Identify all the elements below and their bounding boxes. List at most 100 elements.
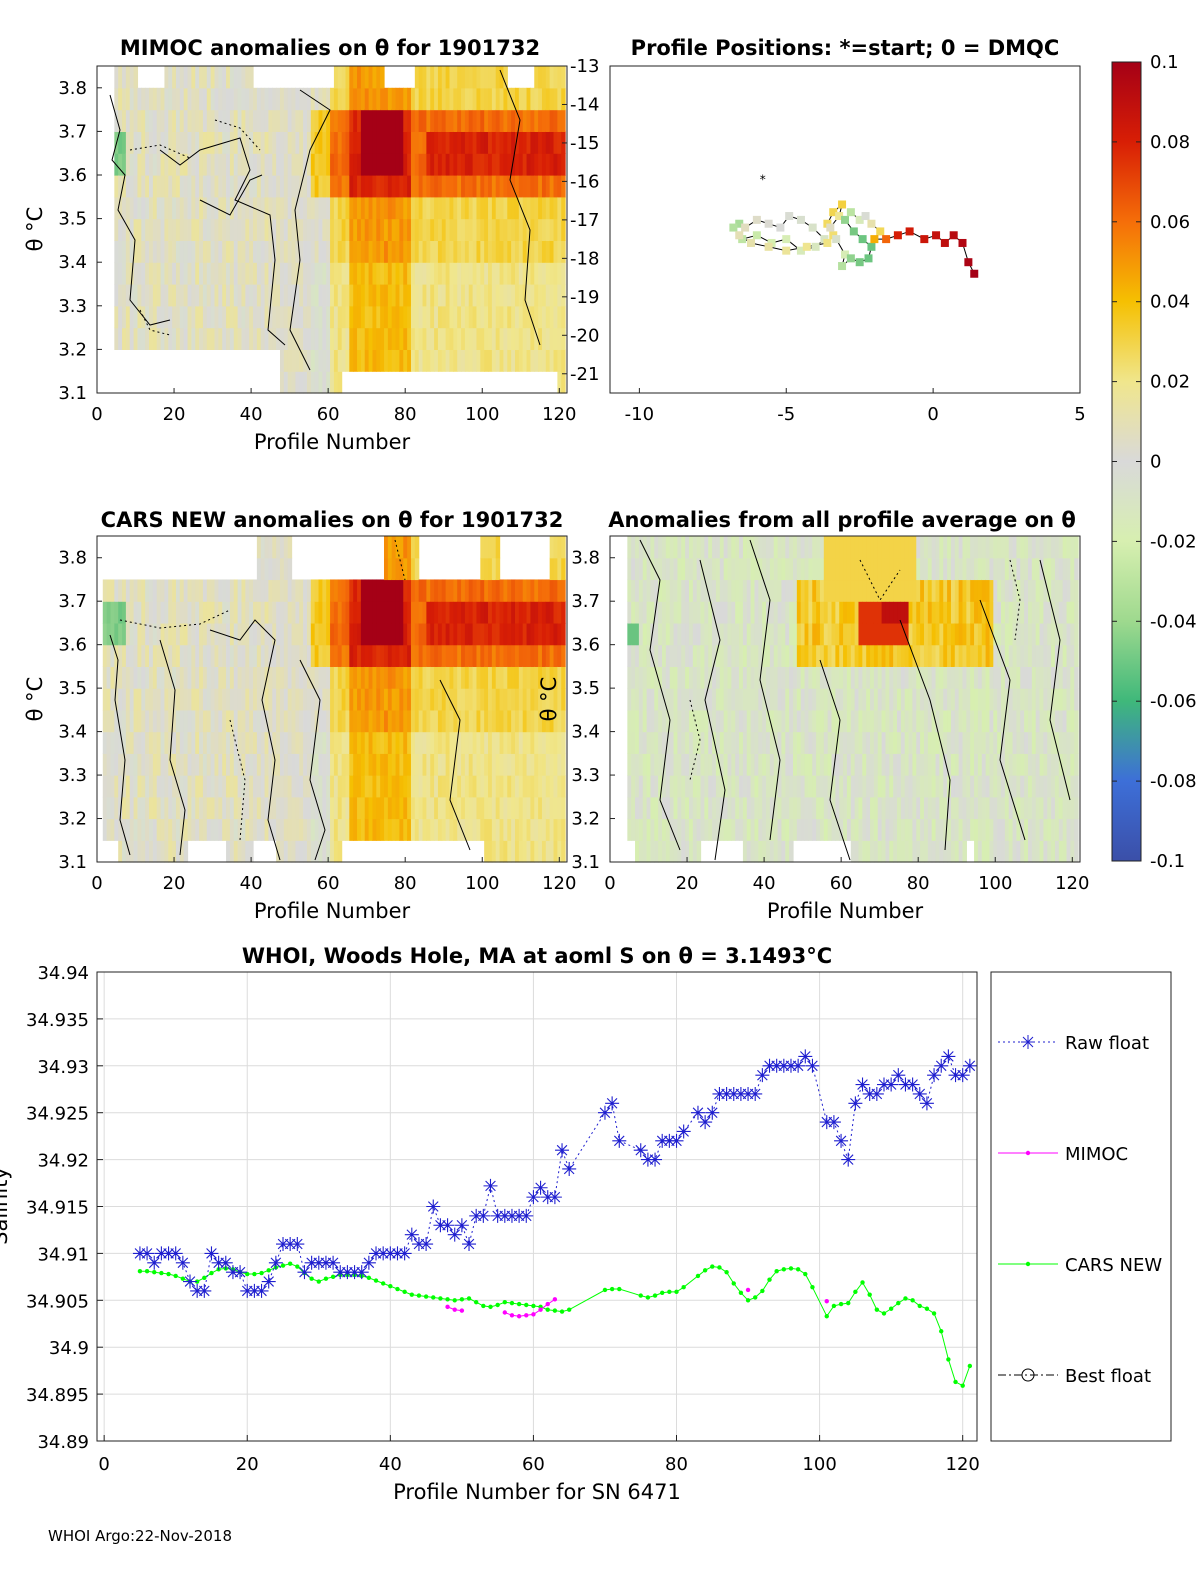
heatmap-cell [908, 753, 914, 776]
heatmap-cell [414, 666, 420, 689]
heatmap-cell [149, 218, 154, 241]
heatmap-cell [175, 601, 181, 624]
heatmap-cell [233, 818, 239, 841]
heatmap-cell [279, 196, 285, 220]
heatmap-cell [854, 818, 860, 841]
heatmap-cell [260, 579, 266, 602]
heatmap-cell [295, 240, 300, 263]
heatmap-cell [299, 87, 304, 111]
heatmap-cell [843, 688, 848, 711]
heatmap-cell [387, 109, 393, 132]
heatmap-cell [114, 109, 119, 132]
heatmap-cell [318, 262, 323, 285]
heatmap-cell [541, 66, 547, 89]
heatmap-cell [264, 622, 270, 646]
heatmap-cell [553, 349, 558, 372]
heatmap-cell [792, 644, 798, 667]
heatmap-cell [179, 840, 185, 863]
heatmap-cell [202, 622, 208, 646]
heatmap-cell [638, 753, 644, 776]
heatmap-cell [226, 153, 231, 176]
heatmap-cell [750, 818, 756, 841]
heatmap-cell [846, 796, 852, 820]
heatmap-cell [518, 775, 524, 798]
heatmap-cell [480, 109, 485, 132]
heatmap-cell [253, 175, 258, 198]
heatmap-cell [1047, 644, 1052, 667]
profile-marker [729, 223, 738, 232]
heatmap-cell [364, 818, 370, 841]
heatmap-cell [434, 644, 439, 667]
heatmap-cell [118, 218, 123, 241]
heatmap-cell [133, 87, 139, 111]
heatmap-cell [1008, 775, 1014, 798]
heatmap-cell [399, 131, 404, 154]
heatmap-cell [499, 87, 505, 111]
heatmap-cell [453, 109, 458, 132]
heatmap-cell [372, 66, 377, 89]
heatmap-cell [499, 284, 505, 307]
heatmap-cell [476, 818, 481, 841]
heatmap-cell [989, 818, 994, 841]
profile-marker [811, 242, 820, 251]
heatmap-cell [218, 196, 223, 220]
heatmap-cell [943, 753, 948, 776]
heatmap-cell [1012, 536, 1018, 559]
heatmap-cell [437, 284, 443, 307]
heatmap-cell [256, 557, 262, 581]
heatmap-cell [407, 175, 412, 198]
heatmap-cell [326, 840, 331, 863]
heatmap-cell [866, 557, 871, 581]
heatmap-cell [137, 731, 142, 754]
heatmap-cell [1058, 775, 1064, 798]
heatmap-cell [526, 131, 532, 154]
heatmap-cell [900, 775, 906, 798]
heatmap-cell [850, 666, 856, 689]
heatmap-cell [557, 87, 562, 111]
heatmap-cell [1047, 688, 1052, 711]
heatmap-cell [885, 557, 890, 581]
heatmap-cell [414, 327, 420, 350]
heatmap-cell [191, 644, 196, 667]
heatmap-cell [384, 131, 389, 154]
heatmap-cell [287, 284, 293, 307]
heatmap-cell [970, 536, 975, 559]
heatmap-cell [635, 688, 640, 711]
heatmap-cell [796, 622, 802, 646]
heatmap-cell [1035, 536, 1041, 559]
heatmap-cell [912, 731, 917, 754]
heatmap-cell [665, 796, 671, 820]
heatmap-cell [237, 579, 243, 602]
heatmap-cell [545, 796, 551, 820]
heatmap-cell [156, 87, 162, 111]
heatmap-cell [495, 175, 501, 198]
heatmap-cell [372, 709, 377, 733]
heatmap-cell [662, 644, 667, 667]
heatmap-cell [129, 644, 135, 667]
heatmap-cell [862, 601, 867, 624]
heatmap-cell [353, 196, 358, 220]
heatmap-cell [410, 305, 416, 329]
heatmap-cell [287, 753, 293, 776]
heatmap-cell [476, 305, 481, 329]
heatmap-cell [426, 131, 431, 154]
heatmap-cell [796, 775, 802, 798]
heatmap-cell [484, 818, 489, 841]
heatmap-cell [808, 536, 813, 559]
heatmap-cell [218, 775, 223, 798]
heatmap-cell [291, 262, 297, 285]
heatmap-cell [314, 688, 320, 711]
heatmap-cell [812, 753, 817, 776]
heatmap-cell [253, 305, 258, 329]
heatmap-cell [403, 753, 408, 776]
heatmap-cell [303, 284, 308, 307]
heatmap-cell [1051, 666, 1056, 689]
heatmap-cell [900, 536, 906, 559]
heatmap-cell [1039, 731, 1045, 754]
heatmap-cell [457, 666, 462, 689]
heatmap-cell [222, 622, 227, 646]
heatmap-cell [750, 840, 756, 863]
heatmap-cell [985, 840, 991, 863]
heatmap-cell [846, 775, 852, 798]
heatmap-cell [310, 305, 316, 329]
